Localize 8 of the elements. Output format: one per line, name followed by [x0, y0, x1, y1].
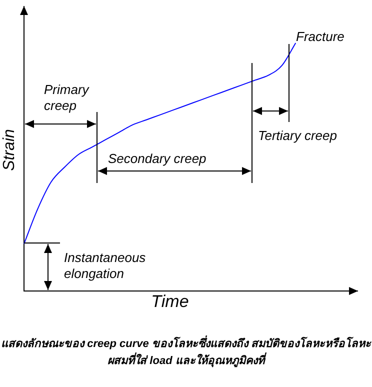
- annotation: Instantaneous elongation: [64, 250, 147, 282]
- y-axis-title: Strain: [1, 129, 19, 171]
- annotation: Tertiary creep: [258, 128, 338, 144]
- annotation: Fracture: [296, 29, 346, 45]
- annotation: Primary creep: [44, 82, 90, 114]
- text: แสดงลักษณะของ creep curve ของโลหะซึ่งแสดงถึง สมบัติของโลหะหรือโลหะผสมที่ใส่ load และให้อุณหภูมิคงที่: [0, 336, 372, 370]
- annotation: Secondary creep: [108, 151, 208, 167]
- x-axis-title: Time: [150, 292, 190, 312]
